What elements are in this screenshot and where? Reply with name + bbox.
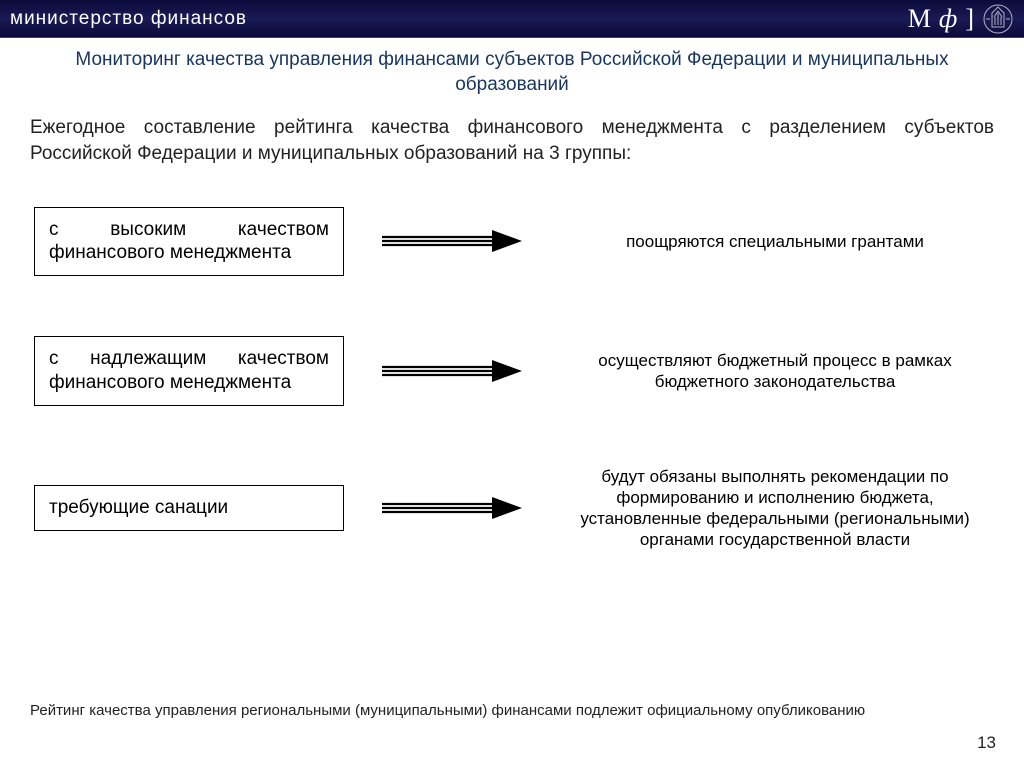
logo-bracket: ]: [965, 4, 974, 34]
header-bar: министерство финансов Мф]: [0, 0, 1024, 38]
group-row: требующие санации будут обязаны выполнят…: [34, 466, 990, 551]
logo-letter-m: М: [908, 4, 931, 34]
emblem-icon: [982, 3, 1014, 35]
ministry-logo: Мф]: [908, 3, 1014, 35]
group-box-high: с высоким качеством финансового менеджме…: [34, 207, 344, 277]
page-number: 13: [977, 733, 996, 753]
group-outcome-remediation: будут обязаны выполнять рекомендации по …: [560, 466, 990, 551]
ministry-title: министерство финансов: [10, 8, 247, 30]
group-row: с надлежащим качеством финансового менед…: [34, 336, 990, 406]
group-box-adequate: с надлежащим качеством финансового менед…: [34, 336, 344, 406]
arrow-icon: [382, 358, 522, 384]
slide-title: Мониторинг качества управления финансами…: [30, 48, 994, 97]
group-box-remediation: требующие санации: [34, 485, 344, 531]
group-outcome-adequate: осуществляют бюджетный процесс в рамках …: [560, 350, 990, 393]
footer-note: Рейтинг качества управления региональным…: [30, 702, 994, 719]
group-outcome-high: поощряются специальными грантами: [560, 231, 990, 252]
group-row: с высоким качеством финансового менеджме…: [34, 207, 990, 277]
arrow-icon: [382, 228, 522, 254]
logo-letter-phi: ф: [939, 4, 957, 34]
groups-list: с высоким качеством финансового менеджме…: [30, 207, 994, 551]
arrow-icon: [382, 495, 522, 521]
intro-text: Ежегодное составление рейтинга качества …: [30, 115, 994, 166]
slide-content: Мониторинг качества управления финансами…: [0, 38, 1024, 551]
